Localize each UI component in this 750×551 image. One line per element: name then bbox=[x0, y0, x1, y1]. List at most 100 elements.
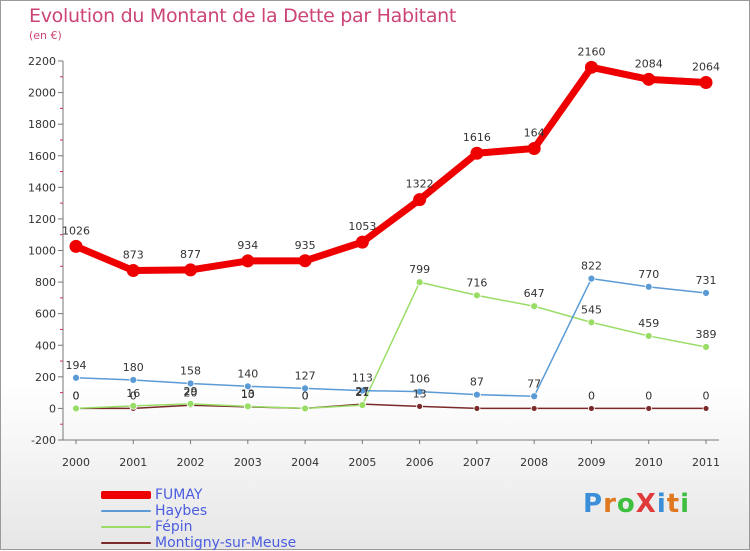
y-tick-label: 2200 bbox=[28, 55, 56, 68]
data-point bbox=[527, 141, 541, 155]
y-tick-label: 800 bbox=[35, 276, 56, 289]
data-point bbox=[415, 278, 424, 287]
series-line bbox=[75, 281, 707, 410]
y-tick-label: 1400 bbox=[28, 181, 56, 194]
y-tick-label: 1600 bbox=[28, 150, 56, 163]
data-point bbox=[644, 332, 653, 340]
data-label: 194 bbox=[66, 359, 87, 372]
data-label: 13 bbox=[413, 387, 427, 400]
data-point bbox=[587, 318, 596, 327]
data-point bbox=[530, 405, 538, 412]
data-label: 822 bbox=[581, 260, 602, 273]
x-tick-label: 2002 bbox=[177, 456, 205, 469]
data-label: 20 bbox=[184, 386, 198, 399]
legend: FUMAY Haybes Fépin Montigny-sur-Meuse bbox=[101, 487, 296, 551]
x-tick-label: 2009 bbox=[577, 456, 605, 469]
data-point bbox=[473, 405, 481, 412]
data-label: 0 bbox=[703, 389, 710, 402]
logo-letter: r bbox=[603, 489, 617, 519]
data-point bbox=[470, 146, 484, 160]
x-tick-label: 2001 bbox=[119, 456, 147, 469]
proxiti-logo: ProXiti bbox=[583, 489, 690, 519]
x-tick-label: 2010 bbox=[635, 456, 663, 469]
data-label: 873 bbox=[123, 249, 144, 262]
data-point bbox=[642, 72, 656, 86]
data-label: 10 bbox=[241, 388, 255, 401]
x-tick-label: 2005 bbox=[348, 456, 376, 469]
data-point bbox=[530, 392, 539, 401]
x-tick-label: 2003 bbox=[234, 456, 262, 469]
data-label: 935 bbox=[295, 239, 316, 252]
data-label: 13 bbox=[241, 387, 255, 400]
y-tick-label: 2000 bbox=[28, 87, 56, 100]
x-tick-label: 2007 bbox=[463, 456, 491, 469]
data-point bbox=[584, 60, 598, 74]
legend-swatch-haybes bbox=[101, 510, 151, 512]
legend-label-fepin: Fépin bbox=[155, 519, 193, 535]
data-point bbox=[243, 402, 252, 411]
legend-item-fumay: FUMAY bbox=[101, 487, 296, 503]
legend-item-fepin: Fépin bbox=[101, 519, 296, 535]
data-point bbox=[241, 254, 255, 268]
data-label: 934 bbox=[237, 239, 258, 252]
data-point bbox=[129, 401, 138, 410]
x-tick-label: 2008 bbox=[520, 456, 548, 469]
data-label: 0 bbox=[588, 389, 595, 402]
data-point bbox=[416, 402, 424, 410]
series-line bbox=[75, 277, 707, 398]
y-tick-label: 1000 bbox=[28, 245, 56, 258]
data-label: 0 bbox=[645, 389, 652, 402]
data-label: 106 bbox=[409, 373, 430, 386]
data-point bbox=[298, 254, 312, 268]
series-line bbox=[75, 403, 707, 410]
data-point bbox=[358, 401, 367, 410]
legend-label-haybes: Haybes bbox=[155, 503, 208, 519]
logo-letter: X bbox=[635, 489, 657, 519]
x-tick-label: 2000 bbox=[62, 456, 90, 469]
data-label: 2064 bbox=[692, 60, 720, 73]
y-tick-label: 0 bbox=[49, 402, 56, 415]
data-point bbox=[415, 387, 424, 396]
data-label: 0 bbox=[302, 389, 309, 402]
data-point bbox=[645, 405, 653, 412]
data-point bbox=[126, 264, 140, 278]
data-point bbox=[702, 405, 710, 412]
data-point bbox=[243, 382, 252, 391]
data-label: 16 bbox=[126, 387, 140, 400]
data-label: 158 bbox=[180, 364, 201, 377]
series-line bbox=[72, 63, 710, 275]
legend-label-montigny: Montigny-sur-Meuse bbox=[155, 535, 297, 551]
data-label: 29 bbox=[184, 385, 198, 398]
x-tick-label: 2011 bbox=[692, 456, 720, 469]
chart-unit-label: (en €) bbox=[29, 29, 62, 42]
data-point bbox=[69, 239, 83, 253]
data-point bbox=[644, 282, 653, 291]
y-tick-label: 1200 bbox=[28, 213, 56, 226]
logo-letter: P bbox=[583, 489, 604, 519]
data-point bbox=[702, 289, 710, 297]
data-label: 389 bbox=[696, 328, 717, 341]
logo-letter: o bbox=[616, 489, 636, 519]
data-label: 180 bbox=[123, 361, 144, 374]
legend-item-montigny: Montigny-sur-Meuse bbox=[101, 535, 296, 551]
y-tick-label: 600 bbox=[35, 308, 56, 321]
data-point bbox=[413, 193, 427, 207]
data-label: 1616 bbox=[463, 131, 491, 144]
data-label: 545 bbox=[581, 303, 602, 316]
x-tick-label: 2006 bbox=[406, 456, 434, 469]
data-point bbox=[702, 343, 710, 351]
data-label: 1053 bbox=[348, 220, 376, 233]
data-point bbox=[301, 384, 309, 393]
data-point bbox=[473, 390, 481, 399]
data-point bbox=[355, 235, 369, 249]
data-label: 0 bbox=[73, 389, 80, 402]
data-point bbox=[530, 302, 539, 311]
data-label: 127 bbox=[295, 369, 316, 382]
data-point bbox=[72, 404, 80, 413]
data-point bbox=[301, 404, 309, 413]
logo-letter: i bbox=[656, 489, 667, 519]
data-label: 164 bbox=[524, 126, 545, 139]
chart-title: Evolution du Montant de la Dette par Hab… bbox=[29, 5, 457, 27]
